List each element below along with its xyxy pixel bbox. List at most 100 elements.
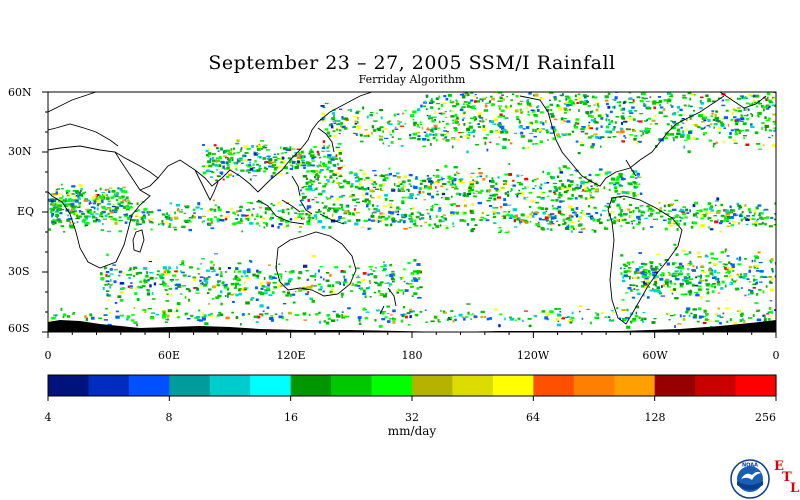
rain-cell (509, 190, 512, 193)
rain-cell (587, 124, 590, 128)
rain-cell (768, 117, 771, 120)
rain-cell (752, 314, 755, 317)
rain-cell (761, 221, 764, 225)
rain-cell (70, 199, 75, 202)
rain-cell (577, 96, 581, 100)
rain-cell (434, 111, 436, 114)
rain-cell (340, 217, 346, 219)
rain-cell (753, 265, 756, 269)
rain-cell (408, 214, 412, 218)
rain-cell (151, 292, 154, 296)
rain-cell (321, 225, 326, 229)
rain-cell (767, 311, 772, 314)
rain-cell (430, 98, 433, 100)
rain-cell (56, 218, 61, 222)
rain-cell (339, 129, 342, 132)
rain-cell (645, 131, 649, 134)
rain-cell (388, 145, 390, 147)
rain-cell (339, 182, 343, 185)
rain-cell (328, 226, 332, 229)
rain-cell (463, 317, 466, 321)
rain-cell (332, 120, 337, 122)
rain-cell (378, 175, 383, 177)
rain-cell (380, 116, 383, 120)
rain-cell (742, 277, 746, 279)
rain-cell (247, 216, 251, 219)
rain-cell (406, 312, 411, 315)
rain-cell (614, 182, 616, 185)
rain-cell (495, 207, 499, 209)
rain-cell (674, 297, 679, 300)
rain-cell (473, 135, 475, 138)
rain-cell (285, 282, 290, 285)
rain-cell (177, 285, 182, 288)
colorbar-label-128: 128 (644, 411, 666, 424)
rain-cell (319, 160, 322, 164)
rain-cell (628, 109, 633, 113)
rain-cell (311, 183, 314, 186)
rain-cell (332, 310, 336, 313)
rain-cell (680, 269, 682, 273)
rain-cell (440, 176, 443, 179)
rain-cell (703, 309, 707, 313)
rain-cell (341, 194, 345, 197)
rain-cell (366, 115, 369, 119)
rain-cell (409, 308, 412, 312)
rain-cell (161, 281, 166, 284)
rain-cell (623, 135, 626, 137)
rain-cell (653, 276, 657, 280)
rain-cell (51, 200, 54, 203)
rain-cell (533, 115, 539, 117)
rain-cell (302, 174, 308, 178)
rain-cell (476, 97, 478, 99)
rain-cell (609, 130, 613, 134)
rain-cell (549, 103, 554, 107)
rain-cell (239, 219, 243, 223)
rain-cell (482, 128, 487, 131)
rain-cell (604, 316, 608, 318)
rain-cell (577, 224, 581, 227)
rain-cell (637, 193, 639, 197)
rain-cell (354, 177, 357, 179)
rain-cell (194, 317, 199, 319)
rain-cell (463, 123, 466, 126)
rain-cell (697, 255, 702, 258)
rain-cell (141, 284, 146, 288)
rain-cell (224, 157, 229, 159)
rain-cell (625, 316, 629, 319)
rain-cell (772, 97, 776, 100)
rain-cell (636, 288, 640, 291)
rain-cell (738, 309, 741, 313)
rain-cell (422, 138, 427, 141)
rain-cell (329, 176, 333, 179)
colorbar-ticks (47, 396, 777, 401)
rain-cell (357, 316, 362, 319)
rain-cell (753, 99, 756, 103)
rain-cell (688, 130, 693, 134)
rain-cell (718, 131, 721, 134)
rain-cell (114, 206, 119, 210)
rain-cell (477, 201, 482, 205)
rain-cell (756, 267, 759, 269)
rain-cell (213, 199, 215, 202)
rain-cell (287, 211, 290, 215)
rain-cell (669, 282, 673, 285)
rain-cell (450, 177, 454, 180)
rain-cell (729, 318, 732, 322)
rain-cell (201, 215, 206, 217)
arabia-coast (114, 151, 159, 191)
rain-cell (550, 199, 555, 202)
rain-cell (106, 275, 111, 278)
rain-cell (410, 114, 415, 118)
rain-cell (715, 110, 719, 113)
rain-cell (649, 205, 654, 208)
rain-cell (595, 188, 599, 192)
rain-cell (738, 132, 741, 134)
rain-cell (574, 98, 578, 101)
rain-cell (767, 106, 771, 108)
rain-cell (225, 161, 229, 165)
rain-cell (593, 133, 598, 136)
rain-cell (421, 179, 427, 183)
rain-cell (621, 140, 625, 143)
rain-cell (166, 293, 169, 295)
